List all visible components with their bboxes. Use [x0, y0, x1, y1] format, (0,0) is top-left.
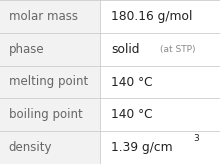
Text: density: density	[9, 141, 52, 154]
Text: 140 °C: 140 °C	[111, 108, 153, 121]
Bar	[0, 98, 100, 131]
Text: 1.39 g/cm: 1.39 g/cm	[111, 141, 173, 154]
Text: melting point: melting point	[9, 75, 88, 89]
Text: phase: phase	[9, 43, 44, 56]
Text: solid: solid	[111, 43, 140, 56]
Bar	[0, 66, 100, 98]
Text: 3: 3	[194, 134, 199, 143]
Text: boiling point: boiling point	[9, 108, 82, 121]
Text: molar mass: molar mass	[9, 10, 78, 23]
Text: (at STP): (at STP)	[160, 45, 195, 54]
Bar	[0, 0, 100, 33]
Bar	[0, 33, 100, 66]
Bar	[0, 131, 100, 164]
Text: 140 °C: 140 °C	[111, 75, 153, 89]
Text: 180.16 g/mol: 180.16 g/mol	[111, 10, 192, 23]
